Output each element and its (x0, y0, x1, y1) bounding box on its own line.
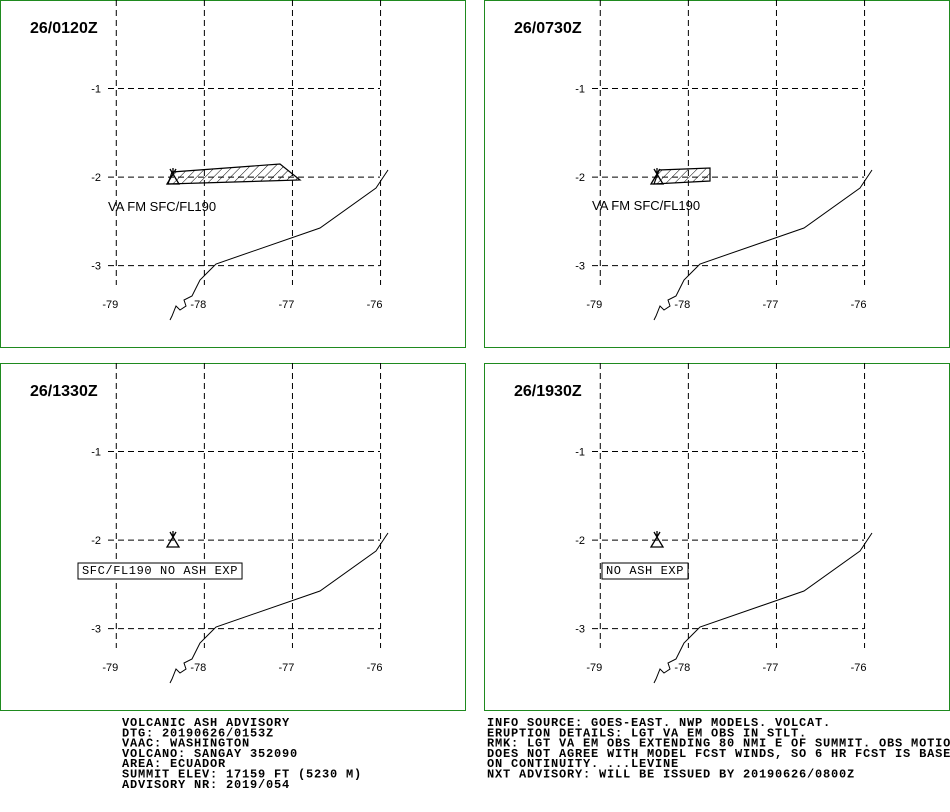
y-tick-label: -1 (91, 447, 101, 459)
advisory-line: AREA: ECUADOR (122, 757, 226, 771)
panel-border (0, 363, 466, 711)
volcano-symbol (165, 168, 181, 185)
annotation: NO ASH EXP (606, 564, 684, 578)
panel-title: 26/0120Z (30, 20, 98, 37)
advisory-line: SUMMIT ELEV: 17159 FT (5230 M) (122, 768, 362, 782)
panel-title: 26/1930Z (514, 383, 582, 400)
advisory-line: ON CONTINUITY. ...LEVINE (487, 757, 679, 771)
coastline (653, 169, 873, 321)
x-tick-label: -78 (190, 299, 206, 311)
y-tick-label: -3 (575, 261, 585, 273)
volcano-symbol (649, 168, 665, 185)
x-tick-label: -78 (674, 299, 690, 311)
map-panel: -79 -78 -77 -76 -1 -2 -3 26/0120Z VA FM SFC/FL19… (0, 0, 466, 348)
y-tick-label: -1 (575, 84, 585, 96)
x-tick-label: -76 (851, 299, 867, 311)
x-tick-label: -76 (367, 662, 383, 674)
x-tick-label: -76 (367, 299, 383, 311)
panel-border (484, 0, 950, 348)
advisory-line: NXT ADVISORY: WILL BE ISSUED BY 20190626… (487, 768, 855, 782)
x-tick-label: -77 (279, 662, 295, 674)
advisory-line: VAAC: WASHINGTON (122, 737, 250, 751)
coastline (653, 532, 873, 684)
x-tick-label: -77 (763, 299, 779, 311)
advisory-line: VOLCANIC ASH ADVISORY (122, 716, 290, 730)
x-tick-label: -78 (674, 662, 690, 674)
advisory-line: DOES NOT AGREE WITH MODEL FCST WINDS, SO… (487, 747, 950, 761)
annotation: VA FM SFC/FL190 (592, 198, 700, 213)
y-tick-label: -3 (91, 261, 101, 273)
advisory-line: RMK: LGT VA EM OBS EXTENDING 80 NMI E OF… (487, 737, 950, 751)
y-tick-label: -2 (575, 172, 585, 184)
y-tick-label: -2 (575, 535, 585, 547)
y-tick-label: -1 (575, 447, 585, 459)
annotation-box (77, 562, 243, 580)
x-tick-label: -77 (763, 662, 779, 674)
map-panel: -79 -78 -77 -76 -1 -2 -3 26/0730Z VA FM SFC/FL19… (484, 0, 950, 348)
advisory-line: ADVISORY NR: 2019/054 (122, 778, 290, 792)
map-panel: -79 -78 -77 -76 -1 -2 -3 26/1930Z NO ASH EXP (484, 363, 950, 711)
x-tick-label: -79 (586, 662, 602, 674)
advisory-line: DTG: 20190626/0153Z (122, 726, 274, 740)
y-tick-label: -3 (91, 624, 101, 636)
advisory-line: VOLCANO: SANGAY 352090 (122, 747, 298, 761)
panel-title: 26/1330Z (30, 383, 98, 400)
y-tick-label: -2 (91, 535, 101, 547)
coastline (169, 532, 389, 684)
volcano-symbol (165, 531, 181, 548)
advisory-line: ERUPTION DETAILS: LGT VA EM OBS IN STLT. (487, 726, 807, 740)
coastline (169, 169, 389, 321)
y-tick-label: -1 (91, 84, 101, 96)
y-tick-label: -3 (575, 624, 585, 636)
annotation-box (601, 562, 689, 580)
panel-title: 26/0730Z (514, 20, 582, 37)
annotation: SFC/FL190 NO ASH EXP (82, 564, 238, 578)
map-panel: -79 -78 -77 -76 -1 -2 -3 26/1330Z SFC/FL190 NO A… (0, 363, 466, 711)
x-tick-label: -78 (190, 662, 206, 674)
x-tick-label: -79 (102, 299, 118, 311)
annotation: VA FM SFC/FL190 (108, 199, 216, 214)
y-tick-label: -2 (91, 172, 101, 184)
x-tick-label: -77 (279, 299, 295, 311)
ash-area (167, 163, 302, 185)
x-tick-label: -76 (851, 662, 867, 674)
x-tick-label: -79 (102, 662, 118, 674)
panel-border (484, 363, 950, 711)
x-tick-label: -79 (586, 299, 602, 311)
ash-area (653, 167, 711, 185)
volcano-symbol (649, 531, 665, 548)
advisory-line: INFO SOURCE: GOES-EAST. NWP MODELS. VOLC… (487, 716, 831, 730)
